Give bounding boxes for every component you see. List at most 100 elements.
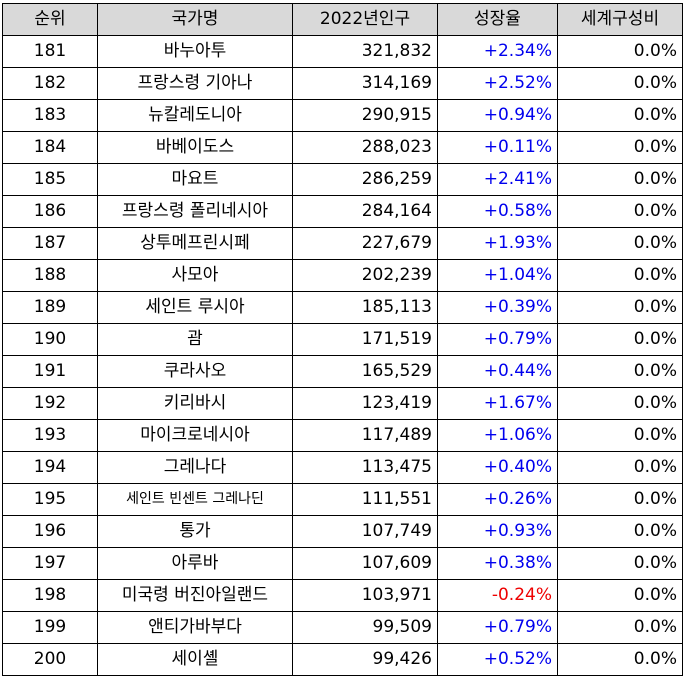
country-name-cell: 상투메프린시페: [97, 227, 293, 260]
rank-cell: 200: [2, 643, 98, 676]
rank-cell: 192: [2, 387, 98, 420]
table-row: 196 통가 107,749 +0.93% 0.0%: [2, 515, 683, 548]
country-name-cell: 마이크로네시아: [97, 419, 293, 452]
country-name-cell: 세인트 빈센트 그레나딘: [97, 483, 293, 516]
world-share-cell: 0.0%: [557, 387, 683, 420]
world-share-cell: 0.0%: [557, 195, 683, 228]
growth-rate-cell: +1.93%: [437, 227, 558, 260]
population-cell: 123,419: [292, 387, 438, 420]
growth-rate-cell: +2.34%: [437, 35, 558, 68]
population-cell: 290,915: [292, 99, 438, 132]
rank-cell: 189: [2, 291, 98, 324]
growth-rate-cell: +0.39%: [437, 291, 558, 324]
growth-rate-cell: +0.38%: [437, 547, 558, 580]
world-share-cell: 0.0%: [557, 579, 683, 612]
rank-cell: 194: [2, 451, 98, 484]
growth-rate-cell: +2.41%: [437, 163, 558, 196]
population-cell: 286,259: [292, 163, 438, 196]
population-cell: 111,551: [292, 483, 438, 516]
world-share-cell: 0.0%: [557, 99, 683, 132]
population-cell: 185,113: [292, 291, 438, 324]
growth-rate-cell: -0.24%: [437, 579, 558, 612]
world-share-cell: 0.0%: [557, 259, 683, 292]
growth-rate-cell: +0.58%: [437, 195, 558, 228]
header-population: 2022년인구: [292, 3, 438, 36]
rank-cell: 181: [2, 35, 98, 68]
table-row: 193 마이크로네시아 117,489 +1.06% 0.0%: [2, 419, 683, 452]
country-name-cell: 바누아투: [97, 35, 293, 68]
world-share-cell: 0.0%: [557, 483, 683, 516]
rank-cell: 184: [2, 131, 98, 164]
rank-cell: 199: [2, 611, 98, 644]
table-row: 197 아루바 107,609 +0.38% 0.0%: [2, 547, 683, 580]
world-share-cell: 0.0%: [557, 419, 683, 452]
population-cell: 227,679: [292, 227, 438, 260]
header-rank: 순위: [2, 3, 98, 36]
table-row: 186 프랑스령 폴리네시아 284,164 +0.58% 0.0%: [2, 195, 683, 228]
population-cell: 113,475: [292, 451, 438, 484]
world-share-cell: 0.0%: [557, 547, 683, 580]
country-name-cell: 사모아: [97, 259, 293, 292]
world-share-cell: 0.0%: [557, 451, 683, 484]
rank-cell: 185: [2, 163, 98, 196]
country-name-cell: 뉴칼레도니아: [97, 99, 293, 132]
growth-rate-cell: +1.06%: [437, 419, 558, 452]
table-row: 191 쿠라사오 165,529 +0.44% 0.0%: [2, 355, 683, 388]
country-name-cell: 키리바시: [97, 387, 293, 420]
table-row: 189 세인트 루시아 185,113 +0.39% 0.0%: [2, 291, 683, 324]
header-row: 순위 국가명 2022년인구 성장율 세계구성비: [2, 3, 683, 36]
world-share-cell: 0.0%: [557, 323, 683, 356]
country-name-cell: 쿠라사오: [97, 355, 293, 388]
table-row: 188 사모아 202,239 +1.04% 0.0%: [2, 259, 683, 292]
rank-cell: 182: [2, 67, 98, 100]
country-name-cell: 프랑스령 기아나: [97, 67, 293, 100]
growth-rate-cell: +0.79%: [437, 323, 558, 356]
population-cell: 288,023: [292, 131, 438, 164]
rank-cell: 188: [2, 259, 98, 292]
growth-rate-cell: +0.11%: [437, 131, 558, 164]
rank-cell: 183: [2, 99, 98, 132]
world-share-cell: 0.0%: [557, 227, 683, 260]
growth-rate-cell: +0.93%: [437, 515, 558, 548]
growth-rate-cell: +0.44%: [437, 355, 558, 388]
world-share-cell: 0.0%: [557, 611, 683, 644]
table-row: 194 그레나다 113,475 +0.40% 0.0%: [2, 451, 683, 484]
table-row: 185 마요트 286,259 +2.41% 0.0%: [2, 163, 683, 196]
world-share-cell: 0.0%: [557, 67, 683, 100]
population-cell: 107,749: [292, 515, 438, 548]
header-share: 세계구성비: [557, 3, 683, 36]
country-name-cell: 괌: [97, 323, 293, 356]
country-name-cell: 세이셸: [97, 643, 293, 676]
rank-cell: 198: [2, 579, 98, 612]
country-name-cell: 앤티가바부다: [97, 611, 293, 644]
world-share-cell: 0.0%: [557, 515, 683, 548]
world-share-cell: 0.0%: [557, 131, 683, 164]
table-row: 200 세이셸 99,426 +0.52% 0.0%: [2, 643, 683, 676]
population-cell: 202,239: [292, 259, 438, 292]
growth-rate-cell: +0.40%: [437, 451, 558, 484]
population-cell: 99,426: [292, 643, 438, 676]
growth-rate-cell: +1.67%: [437, 387, 558, 420]
population-cell: 103,971: [292, 579, 438, 612]
population-table: 순위 국가명 2022년인구 성장율 세계구성비 181 바누아투 321,832 +…: [2, 3, 683, 676]
world-share-cell: 0.0%: [557, 163, 683, 196]
country-name-cell: 미국령 버진아일랜드: [97, 579, 293, 612]
table-row: 192 키리바시 123,419 +1.67% 0.0%: [2, 387, 683, 420]
rank-cell: 196: [2, 515, 98, 548]
world-share-cell: 0.0%: [557, 291, 683, 324]
table-row: 181 바누아투 321,832 +2.34% 0.0%: [2, 35, 683, 68]
growth-rate-cell: +0.52%: [437, 643, 558, 676]
world-share-cell: 0.0%: [557, 355, 683, 388]
country-name-cell: 바베이도스: [97, 131, 293, 164]
country-name-cell: 세인트 루시아: [97, 291, 293, 324]
world-share-cell: 0.0%: [557, 643, 683, 676]
table-body: 181 바누아투 321,832 +2.34% 0.0% 182 프랑스령 기아나 314,1…: [2, 35, 683, 676]
growth-rate-cell: +0.26%: [437, 483, 558, 516]
growth-rate-cell: +0.79%: [437, 611, 558, 644]
population-cell: 284,164: [292, 195, 438, 228]
population-cell: 165,529: [292, 355, 438, 388]
rank-cell: 187: [2, 227, 98, 260]
country-name-cell: 아루바: [97, 547, 293, 580]
population-cell: 314,169: [292, 67, 438, 100]
growth-rate-cell: +0.94%: [437, 99, 558, 132]
